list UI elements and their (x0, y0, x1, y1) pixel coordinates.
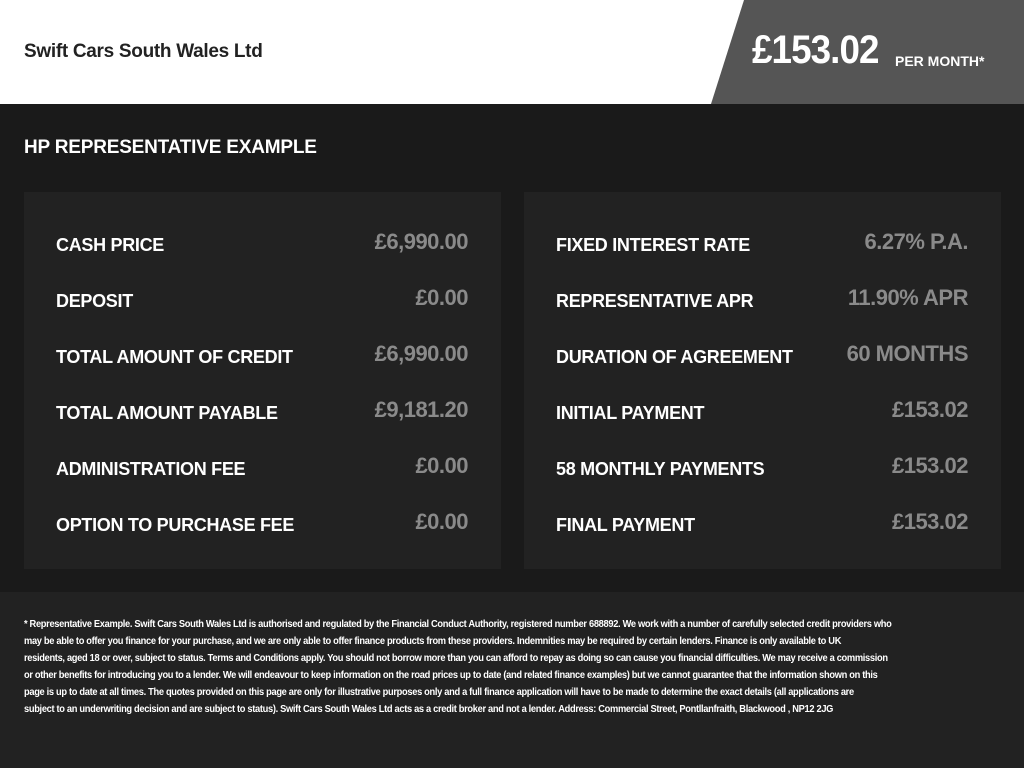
finance-label: FINAL PAYMENT (556, 515, 695, 535)
finance-label: FIXED INTEREST RATE (556, 235, 750, 255)
finance-value: £6,990.00 (374, 229, 469, 254)
disclaimer: * Representative Example. Swift Cars Sou… (0, 592, 1024, 768)
disclaimer-line: may be able to offer you finance for you… (24, 636, 842, 647)
finance-label: 58 MONTHLY PAYMENTS (556, 459, 765, 479)
finance-label: DEPOSIT (56, 291, 133, 311)
disclaimer-line: or other benefits for introducing you to… (24, 670, 878, 681)
finance-panel-right: FIXED INTEREST RATE 6.27% P.A. REPRESENTAT… (524, 192, 1001, 569)
finance-label: INITIAL PAYMENT (556, 403, 705, 423)
finance-label: CASH PRICE (56, 235, 165, 255)
finance-row: CASH PRICE £6,990.00 (56, 229, 469, 259)
disclaimer-line: subject to an underwriting decision and … (24, 704, 834, 715)
per-month-label: PER MONTH* (895, 53, 985, 69)
finance-value: £153.02 (891, 509, 969, 534)
finance-value: £6,990.00 (374, 341, 469, 366)
finance-label: ADMINISTRATION FEE (56, 459, 246, 479)
disclaimer-line: residents, aged 18 or over, subject to s… (24, 653, 888, 664)
finance-row: OPTION TO PURCHASE FEE £0.00 (56, 509, 468, 539)
finance-label: DURATION OF AGREEMENT (556, 347, 793, 367)
header: Swift Cars South Wales Ltd £153.02 PER M… (0, 0, 1024, 104)
finance-label: OPTION TO PURCHASE FEE (56, 515, 295, 535)
finance-label: TOTAL AMOUNT PAYABLE (56, 403, 278, 423)
finance-value: £9,181.20 (374, 397, 469, 422)
finance-row: TOTAL AMOUNT OF CREDIT £6,990.00 (56, 341, 469, 371)
finance-value: £153.02 (891, 453, 969, 478)
price-badge (711, 0, 1024, 104)
monthly-price: £153.02 (752, 28, 880, 72)
finance-row: 58 MONTHLY PAYMENTS £153.02 (556, 453, 969, 483)
dealer-name: Swift Cars South Wales Ltd (24, 41, 263, 62)
finance-row: DEPOSIT £0.00 (56, 285, 468, 315)
finance-panel-left: CASH PRICE £6,990.00 DEPOSIT £0.00 TOTAL AMO… (24, 192, 501, 569)
finance-value: £0.00 (415, 509, 468, 534)
finance-row: TOTAL AMOUNT PAYABLE £9,181.20 (56, 397, 469, 427)
finance-value: £0.00 (415, 285, 468, 310)
finance-row: FINAL PAYMENT £153.02 (556, 509, 969, 539)
finance-row: DURATION OF AGREEMENT 60 MONTHS (556, 341, 969, 371)
finance-row: INITIAL PAYMENT £153.02 (556, 397, 969, 427)
finance-value: 11.90% APR (847, 285, 969, 310)
finance-row: ADMINISTRATION FEE £0.00 (56, 453, 468, 483)
finance-row: FIXED INTEREST RATE 6.27% P.A. (556, 229, 969, 259)
section-title: HP REPRESENTATIVE EXAMPLE (24, 137, 317, 158)
finance-label: REPRESENTATIVE APR (556, 291, 754, 311)
finance-label: TOTAL AMOUNT OF CREDIT (56, 347, 293, 367)
finance-row: REPRESENTATIVE APR 11.90% APR (556, 285, 969, 315)
finance-value: £153.02 (891, 397, 969, 422)
disclaimer-line: * Representative Example. Swift Cars Sou… (24, 619, 892, 630)
disclaimer-line: page is up to date at all times. The quo… (24, 687, 854, 698)
finance-value: 6.27% P.A. (864, 229, 969, 254)
finance-value: £0.00 (415, 453, 468, 478)
finance-value: 60 MONTHS (846, 341, 969, 366)
